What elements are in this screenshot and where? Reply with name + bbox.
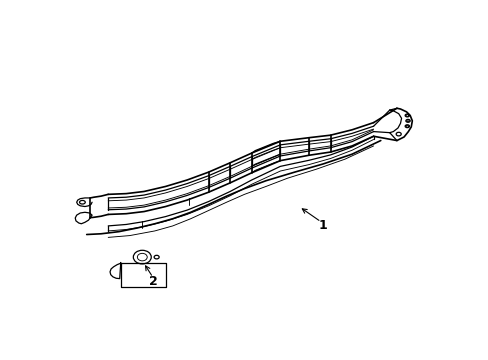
Text: 1: 1 xyxy=(318,219,327,233)
Text: 2: 2 xyxy=(148,275,157,288)
